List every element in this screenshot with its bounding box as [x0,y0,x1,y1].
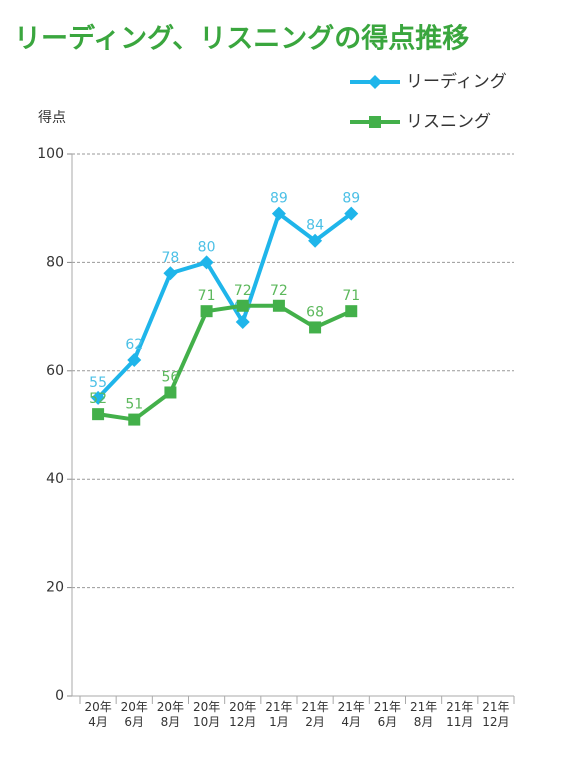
legend-marker [369,116,381,128]
legend-label: リスニング [406,112,491,132]
point [345,305,358,318]
point [127,352,142,367]
x-tick-label: 20年 10月 [192,700,221,729]
y-tick-label: 0 [55,688,64,704]
data-label: 55 [89,375,107,391]
data-label: 56 [162,369,180,385]
data-label: 62 [125,337,143,353]
data-label: 51 [125,397,143,413]
x-tick-label: 21年 2月 [301,700,329,729]
data-label: 89 [342,191,360,207]
point [272,299,285,312]
series-line [96,211,353,400]
data-label: 71 [198,288,216,304]
point [128,413,141,426]
x-tick-label: 21年 1月 [265,700,293,729]
data-label: 89 [270,191,288,207]
x-tick-label: 20年 4月 [84,700,112,729]
data-label: 72 [234,283,252,299]
x-tick-label: 21年 6月 [373,700,402,729]
data-label: 84 [306,218,324,234]
data-label: 71 [342,288,360,304]
data-label: 80 [198,239,216,255]
x-tick-label: 21年 12月 [482,700,510,729]
legend-label: リーディング [406,71,507,92]
x-tick-label: 21年 4月 [337,700,365,729]
x-tick-label: 20年 12月 [229,700,257,729]
y-tick-label: 100 [37,146,64,162]
data-label: 78 [162,250,180,266]
data-label: 52 [89,391,107,407]
y-tick-label: 60 [46,363,64,379]
y-tick-label: 40 [46,471,64,487]
point [199,255,214,270]
point [91,390,106,405]
point [163,266,178,281]
point [235,315,250,330]
data-label: 72 [270,283,288,299]
legend-marker [368,75,382,89]
chart-title: リーディング、リスニングの得点推移 [14,23,469,55]
y-tick-label: 20 [46,580,64,596]
x-tick-label: 20年 6月 [120,700,148,729]
point [200,305,213,318]
point [164,386,177,399]
point [344,206,359,221]
point [92,408,105,421]
point [308,233,323,248]
y-axis-label: 得点 [38,109,66,126]
data-label: 68 [306,304,324,320]
y-tick-label: 80 [46,254,64,270]
x-tick-label: 21年 11月 [446,700,474,729]
x-tick-label: 20年 8月 [156,700,185,729]
point [236,299,249,312]
x-tick-label: 21年 8月 [409,700,438,729]
point [309,321,322,334]
series-line [97,303,353,422]
point [271,206,286,221]
